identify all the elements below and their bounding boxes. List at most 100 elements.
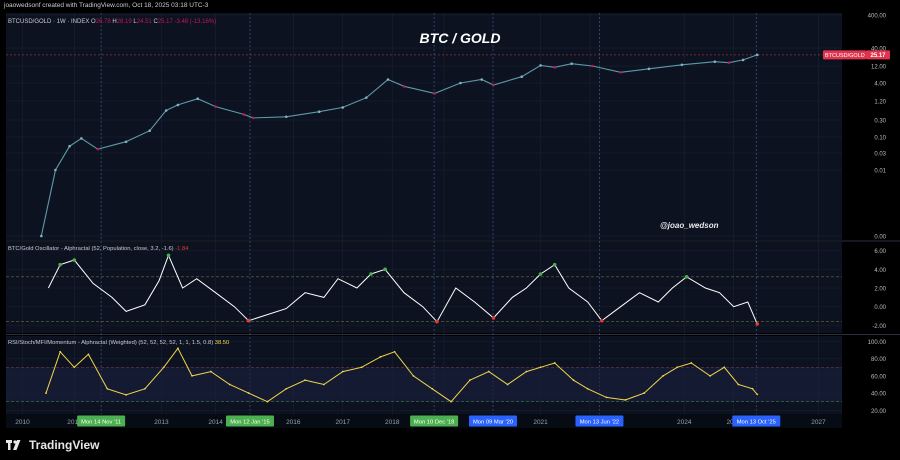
price-point <box>713 60 717 63</box>
rsi-point <box>191 374 193 377</box>
price-point <box>619 70 622 74</box>
oscillator-pane-bg <box>6 242 842 333</box>
price-tag-value-bg <box>866 50 890 60</box>
price-point <box>214 105 217 108</box>
rsi-y-tick: 80.00 <box>871 357 887 363</box>
osc-overbought-point <box>166 253 171 258</box>
price-point <box>164 109 168 112</box>
price-y-tick: 0.30 <box>874 119 886 125</box>
price-y-tick: 1.20 <box>874 100 886 106</box>
rsi-point <box>431 387 434 390</box>
rsi-point <box>247 392 250 394</box>
bottom-date-tag-label: Mon 14 Nov '11 <box>81 420 121 426</box>
price-tag-label-bg <box>823 50 866 60</box>
price-point <box>148 129 151 133</box>
tradingview-brand[interactable]: TradingView <box>6 438 99 452</box>
osc-oversold-point <box>246 318 251 323</box>
rsi-point <box>45 392 47 394</box>
osc-oversold-point <box>435 319 439 324</box>
rsi-point <box>751 387 754 390</box>
price-point <box>317 110 321 113</box>
brand-name: TradingView <box>29 438 100 452</box>
x-tick-label: 2027 <box>811 419 826 426</box>
rsi-point <box>412 374 415 377</box>
price-point <box>553 66 556 69</box>
price-y-tick: 0.03 <box>874 152 886 158</box>
price-point <box>492 83 495 87</box>
watermark: @joao_wedson <box>660 221 719 230</box>
rsi-point <box>177 347 179 350</box>
rsi-point <box>605 396 608 399</box>
bottom-date-tag <box>77 415 126 427</box>
rsi-point <box>125 393 128 396</box>
price-point <box>40 234 43 238</box>
price-point <box>741 58 745 62</box>
x-tick-label: 2018 <box>385 419 400 426</box>
rsi-point <box>106 387 109 390</box>
osc-oversold-point <box>599 318 604 323</box>
price-point <box>284 115 288 119</box>
price-point <box>520 75 524 79</box>
rsi-point <box>87 353 90 356</box>
oscillator-line <box>47 253 758 325</box>
price-tag-label: BTCUSD/GOLD <box>825 53 865 59</box>
rsi-point <box>709 374 712 377</box>
rsi-point <box>539 366 542 369</box>
osc-overbought-point <box>369 272 373 276</box>
osc-overbought-point <box>552 262 557 267</box>
rsi-point <box>676 366 679 369</box>
rsi-point <box>690 362 693 364</box>
x-tick-label: 2013 <box>154 419 169 426</box>
osc-overbought-point <box>72 258 77 262</box>
rsi-point <box>304 379 306 382</box>
rsi-y-tick: 100.00 <box>868 340 887 346</box>
rsi-point <box>469 379 471 382</box>
osc-y-tick: 6.00 <box>874 249 886 255</box>
osc-overbought-point <box>383 267 387 272</box>
rsi-point <box>525 370 528 373</box>
x-tick-label: 2017 <box>336 419 351 426</box>
osc-legend: BTC/Gold Oscillator - Alphractal (52, Po… <box>8 246 189 252</box>
bottom-date-tag <box>225 415 274 427</box>
osc-y-tick: 0.00 <box>874 305 886 311</box>
tradingview-logo-icon <box>6 439 21 450</box>
x-tick-label: 2024 <box>677 419 692 426</box>
rsi-point <box>144 387 146 390</box>
price-y-tick: 0.10 <box>874 136 886 142</box>
rsi-point <box>737 383 740 386</box>
rsi-point <box>586 387 589 390</box>
price-point <box>365 96 368 99</box>
price-point <box>459 81 462 85</box>
osc-overbought-point <box>684 275 689 279</box>
rsi-point <box>285 387 288 390</box>
rsi-point <box>162 366 165 369</box>
osc-y-tick: 4.00 <box>874 268 886 274</box>
rsi-point <box>572 379 575 382</box>
price-legend: BTCUSD/GOLD · 1W · INDEX O26.78 H28.19 L… <box>8 19 216 25</box>
rsi-point <box>450 400 452 403</box>
bottom-date-tag <box>732 415 781 427</box>
price-y-tick: 0.01 <box>874 169 886 175</box>
osc-overbought-point <box>58 262 62 267</box>
price-y-tick: 12.00 <box>871 65 887 71</box>
header-credit: joaowedsonf created with TradingView.com… <box>4 2 209 9</box>
rsi-point <box>73 366 76 369</box>
rsi-y-tick: 20.00 <box>871 409 887 415</box>
price-point <box>251 116 255 120</box>
osc-oversold-point <box>755 322 760 326</box>
rsi-y-tick: 60.00 <box>871 374 887 380</box>
price-tag-value: 25.17 <box>870 53 886 59</box>
bottom-date-tag <box>410 415 459 427</box>
price-point <box>242 113 246 116</box>
x-tick-label: 2011 <box>67 419 81 426</box>
price-y-tick: 400.00 <box>868 14 887 20</box>
rsi-point <box>393 350 396 353</box>
price-point <box>727 61 731 64</box>
rsi-y-tick: 40.00 <box>871 392 887 398</box>
rsi-point <box>756 393 759 396</box>
chart-title: BTC / GOLD <box>420 30 501 46</box>
rsi-point <box>662 374 664 377</box>
rsi-point <box>360 366 363 369</box>
price-point <box>96 147 100 151</box>
